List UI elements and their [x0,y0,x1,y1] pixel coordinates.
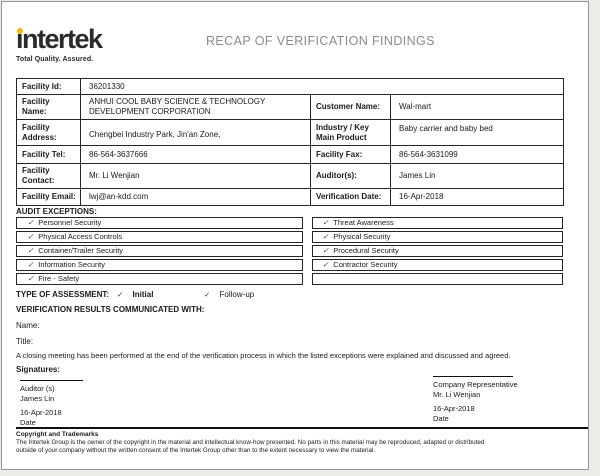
auditors-label: Auditor(s): [310,163,391,189]
assessment-option-followup: ✓ Follow-up [204,290,254,299]
facility-email-label: Facility Email: [16,188,81,206]
audit-exceptions-grid: ✓ Personnel Security ✓ Physical Access C… [16,217,563,287]
copyright-text-line1: The Intertek Group is the owner of the c… [16,439,485,446]
audit-exception-row: ✓ Physical Access Controls [16,231,303,243]
facility-address-value: Chengbei Industry Park, Jin'an Zone, [80,119,311,146]
footer-divider [16,427,588,429]
facility-name-value: ANHUI COOL BABY SCIENCE & TECHNOLOGY DEV… [80,94,311,120]
audit-exception-label: Physical Security [333,232,391,242]
auditor-sign-date: 16-Apr-2018 [20,408,62,417]
facility-name-label: Facility Name: [16,94,81,120]
assessment-option-label: Initial [132,290,154,299]
copyright-text-line2: outside of your company without the writ… [16,447,376,454]
type-of-assessment-row: TYPE OF ASSESSMENT: ✓ Initial ✓ Follow-u… [16,290,563,302]
facility-fax-value: 86-564-3631099 [389,145,565,164]
audit-exception-label: Information Security [38,260,105,270]
industry-product-label: Industry / Key Main Product [310,119,391,146]
brand-tagline: Total Quality. Assured. [16,56,94,63]
auditors-value: James Lin [389,163,565,189]
audit-exception-label: Threat Awareness [333,218,394,228]
checkmark-icon: ✓ [117,290,124,299]
auditor-name: James Lin [20,393,55,403]
checkmark-icon: ✓ [321,246,331,256]
checkmark-icon: ✓ [204,290,211,299]
results-communicated-heading: VERIFICATION RESULTS COMMUNICATED WITH: [16,305,205,314]
date-label: Date [20,417,36,427]
company-role-label: Company Representative [433,380,518,389]
facility-tel-label: Facility Tel: [16,145,81,164]
auditor-signature-block: Auditor (s) James Lin 16-Apr-2018 Date [20,380,83,427]
auditor-role-label: Auditor (s) [20,384,55,393]
table-row: Facility Tel: 86-564-3637666 Facility Fa… [16,145,565,164]
facility-id-value: 36201330 [79,78,565,95]
company-sign-date: 16-Apr-2018 [433,404,475,413]
customer-name-value: Wal-mart [389,94,565,120]
facility-contact-value: Mr. Li Wenjian [80,163,311,189]
signature-line [433,376,513,377]
checkmark-icon: ✓ [26,260,36,270]
intertek-logo-text: intertek [16,24,103,54]
audit-exception-label: Physical Access Controls [38,232,123,242]
checkmark-icon: ✓ [26,218,36,228]
company-rep-name: Mr. Li Wenjian [433,389,481,399]
audit-exception-row: ✓ Container/Trailer Security [16,245,303,257]
audit-exception-row: ✓ Fire - Safety [16,273,303,285]
assessment-option-initial: ✓ Initial [117,290,153,299]
industry-product-value: Baby carrier and baby bed [389,119,565,146]
facility-address-label: Facility Address: [16,119,81,146]
checkmark-icon: ✓ [321,218,331,228]
title-label: Title: [16,337,34,346]
audit-exception-row: ✓ Contractor Security [312,259,563,271]
intertek-logo: intertek [16,24,103,54]
audit-exceptions-right-column: ✓ Threat Awareness ✓ Physical Security ✓… [312,217,563,287]
facility-contact-label: Facility Contact: [16,163,81,189]
signatures-heading: Signatures: [16,365,61,374]
checkmark-icon: ✓ [321,232,331,242]
facility-fax-label: Facility Fax: [310,145,391,164]
checkmark-icon: ✓ [321,260,331,270]
audit-exception-label: Procedural Security [333,246,399,256]
audit-exception-label: Personnel Security [38,218,102,228]
audit-exception-label: Contractor Security [333,260,398,270]
verification-date-value: 16-Apr-2018 [389,188,565,206]
audit-exception-row: ✓ Personnel Security [16,217,303,229]
closing-meeting-note: A closing meeting has been performed at … [16,351,511,360]
audit-exceptions-left-column: ✓ Personnel Security ✓ Physical Access C… [16,217,303,287]
page-title: RECAP OF VERIFICATION FINDINGS [206,34,435,48]
checkmark-icon: ✓ [26,274,36,284]
audit-exception-row: ✓ Physical Security [312,231,563,243]
logo-yellow-dot-icon [17,28,23,34]
signature-line [20,380,83,381]
table-row: Facility Contact: Mr. Li Wenjian Auditor… [16,163,565,189]
type-of-assessment-heading: TYPE OF ASSESSMENT: [16,290,110,299]
audit-exception-row: ✓ Threat Awareness [312,217,563,229]
copyright-footer: Copyright and Trademarks The Intertek Gr… [16,427,588,455]
document-page: intertek Total Quality. Assured. RECAP O… [1,1,589,470]
table-row: Facility Id: 36201330 [16,78,565,95]
facility-id-label: Facility Id: [16,78,81,95]
audit-exception-row: ✓ Information Security [16,259,303,271]
checkmark-icon: ✓ [26,246,36,256]
company-signature-block: Company Representative Mr. Li Wenjian 16… [433,376,518,423]
table-row: Facility Name: ANHUI COOL BABY SCIENCE &… [16,94,565,120]
audit-exception-label: Fire - Safety [38,274,80,284]
checkmark-icon: ✓ [26,232,36,242]
audit-exception-label: Container/Trailer Security [38,246,124,256]
name-label: Name: [16,321,40,330]
verification-date-label: Verification Date: [310,188,391,206]
audit-exceptions-heading: AUDIT EXCEPTIONS: [16,207,97,216]
copyright-heading: Copyright and Trademarks [16,431,99,438]
facility-email-value: lwj@an-kdd.com [80,188,311,206]
table-row: Facility Email: lwj@an-kdd.com Verificat… [16,188,565,206]
audit-exception-row: ✓ Procedural Security [312,245,563,257]
facility-info-table: Facility Id: 36201330 Facility Name: ANH… [16,78,565,206]
assessment-option-label: Follow-up [219,290,255,299]
audit-exception-row-empty [312,273,563,285]
date-label: Date [433,413,449,423]
table-row: Facility Address: Chengbei Industry Park… [16,119,565,146]
facility-tel-value: 86-564-3637666 [80,145,311,164]
customer-name-label: Customer Name: [310,94,391,120]
